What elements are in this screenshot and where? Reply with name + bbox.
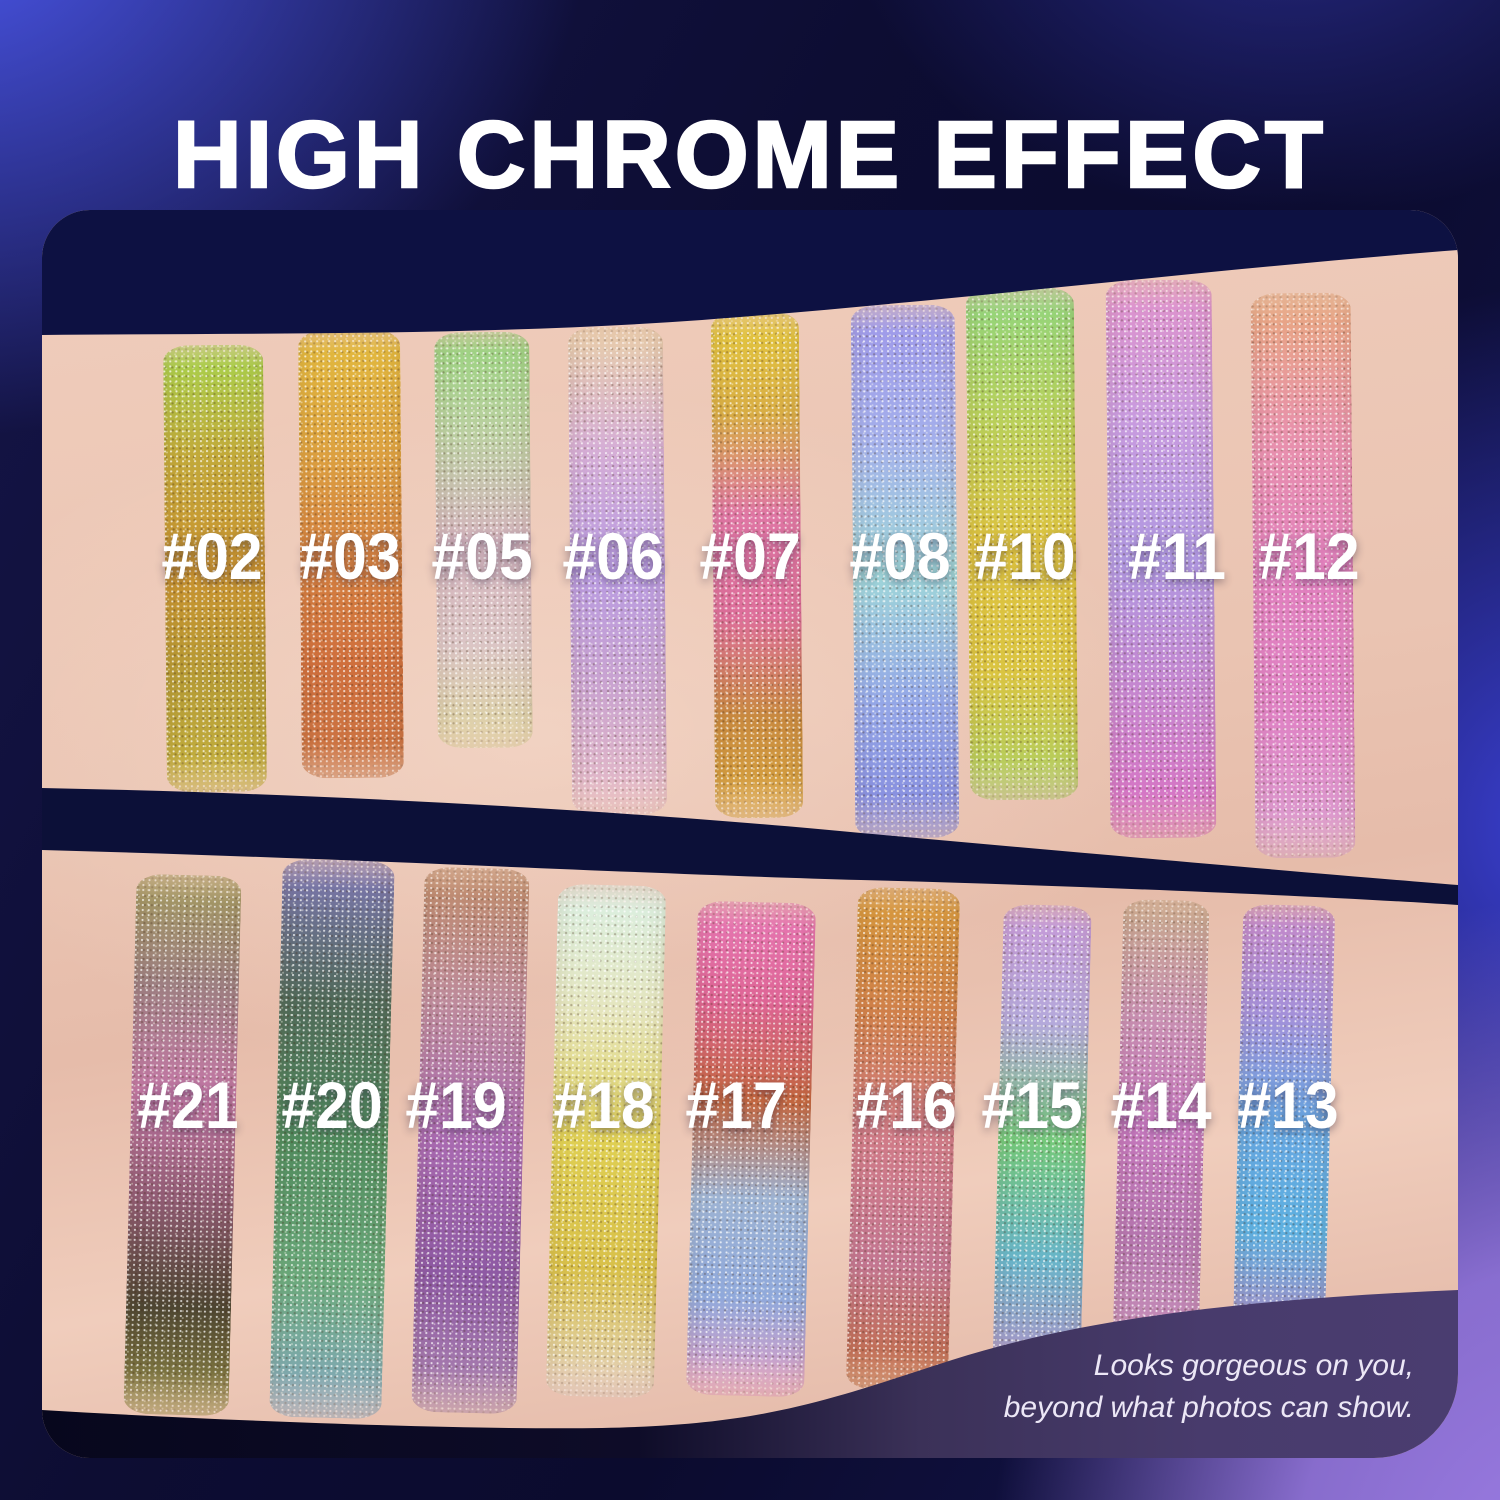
swatch-label-03: #03 [299, 519, 401, 593]
swatch-label-12: #12 [1258, 519, 1360, 593]
arms-gap-shadow [42, 788, 1458, 905]
arm-swatch-photo: #02 #03 #05 #06 #07 #08 #10 #11 #12 #21 #20 #19 #18 #… [42, 210, 1458, 1458]
swatch-label-19: #19 [405, 1068, 507, 1142]
swatch-label-15: #15 [981, 1068, 1083, 1142]
swatch-label-16: #16 [855, 1068, 957, 1142]
swatch-label-18: #18 [553, 1068, 655, 1142]
swatch-label-02: #02 [161, 519, 263, 593]
tagline-line-2: beyond what photos can show. [1003, 1390, 1414, 1424]
swatch-label-11: #11 [1128, 519, 1226, 593]
swatch-label-05: #05 [431, 519, 533, 593]
swatch-label-07: #07 [699, 519, 801, 593]
photo-shadow-overlays [42, 210, 1458, 1458]
swatch-label-08: #08 [849, 519, 951, 593]
page-title: HIGH CHROME EFFECT [172, 101, 1327, 208]
swatch-label-20: #20 [281, 1068, 383, 1142]
tagline-line-1: Looks gorgeous on you, [1093, 1349, 1414, 1383]
bottom-arm-under-shadow [42, 1290, 1458, 1458]
swatch-label-21: #21 [137, 1068, 239, 1142]
swatch-label-17: #17 [685, 1068, 787, 1142]
top-arm-upper-shadow [42, 210, 1458, 335]
swatch-label-06: #06 [562, 519, 664, 593]
tagline: Looks gorgeous on you, beyond what photo… [1004, 1345, 1414, 1428]
swatch-label-10: #10 [974, 519, 1076, 593]
swatch-layer: #02 #03 #05 #06 #07 #08 #10 #11 #12 #21 #20 #19 #18 #… [42, 210, 1458, 1458]
swatch-label-14: #14 [1110, 1068, 1212, 1142]
swatch-label-13: #13 [1237, 1068, 1339, 1142]
